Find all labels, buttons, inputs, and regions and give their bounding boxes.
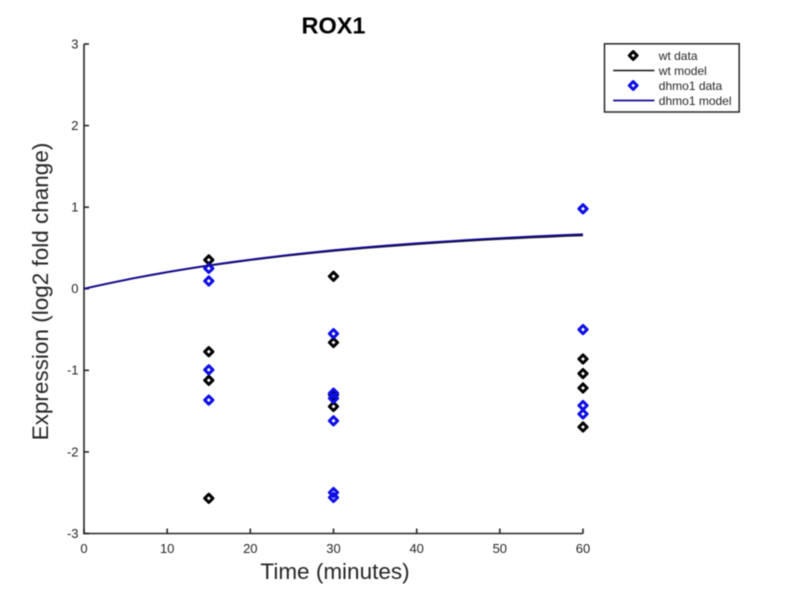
svg-text:dhmo1 model: dhmo1 model (659, 94, 732, 108)
svg-text:1: 1 (71, 200, 78, 215)
svg-text:-2: -2 (67, 444, 79, 459)
svg-text:40: 40 (409, 541, 423, 556)
svg-text:3: 3 (71, 36, 78, 51)
svg-text:0: 0 (80, 541, 87, 556)
svg-text:50: 50 (493, 541, 507, 556)
svg-text:10: 10 (160, 541, 174, 556)
svg-text:0: 0 (71, 281, 78, 296)
svg-text:ROX1: ROX1 (302, 13, 366, 39)
svg-text:dhmo1 data: dhmo1 data (659, 79, 723, 93)
svg-text:2: 2 (71, 118, 78, 133)
svg-text:30: 30 (326, 541, 340, 556)
svg-text:20: 20 (243, 541, 257, 556)
svg-text:60: 60 (576, 541, 590, 556)
svg-text:Time (minutes): Time (minutes) (260, 559, 409, 584)
svg-text:-3: -3 (67, 526, 79, 541)
svg-text:Expression (log2 fold change): Expression (log2 fold change) (28, 143, 53, 441)
svg-text:-1: -1 (67, 363, 79, 378)
svg-text:wt data: wt data (658, 49, 698, 63)
svg-text:wt model: wt model (658, 64, 707, 78)
